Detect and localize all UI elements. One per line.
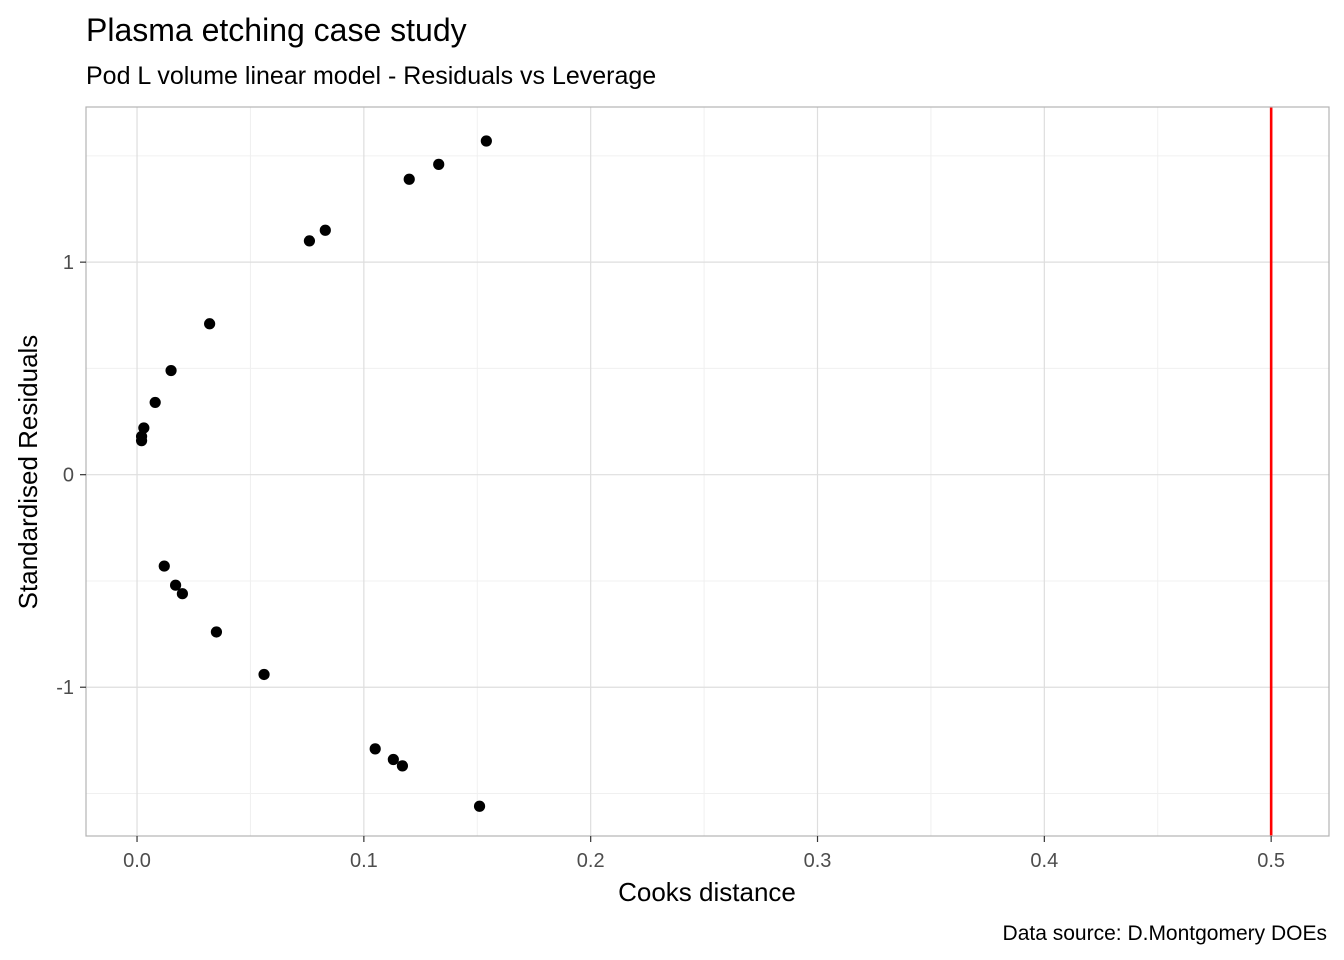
x-tick-label: 0.1 xyxy=(350,850,378,872)
x-tick-label: 0.0 xyxy=(123,850,151,872)
chart-subtitle: Pod L volume linear model - Residuals vs… xyxy=(86,62,656,90)
data-point xyxy=(149,396,161,409)
data-point xyxy=(396,760,409,772)
data-point xyxy=(258,668,270,681)
y-axis-ticks: -1 0 1 xyxy=(56,252,86,699)
y-axis-title: Standardised Residuals xyxy=(13,335,43,610)
data-point xyxy=(387,753,399,766)
data-point xyxy=(433,158,445,170)
data-point xyxy=(204,318,216,330)
minor-gridlines xyxy=(86,107,1329,836)
data-point xyxy=(403,173,415,185)
data-point xyxy=(169,579,182,591)
data-point xyxy=(473,800,486,812)
data-point xyxy=(165,364,177,377)
data-point xyxy=(176,588,189,600)
x-tick-label: 0.3 xyxy=(804,850,832,872)
y-tick-label: -1 xyxy=(56,677,74,699)
chart-caption: Data source: D.Montgomery DOEs xyxy=(1003,922,1327,945)
data-points xyxy=(135,135,492,812)
data-point xyxy=(319,224,331,236)
data-point xyxy=(210,626,223,638)
plot-panel-border xyxy=(85,106,1330,837)
x-axis-ticks: 0.0 0.1 0.2 0.3 0.4 0.5 xyxy=(123,836,1285,872)
x-tick-label: 0.4 xyxy=(1030,850,1058,872)
x-axis-title: Cooks distance xyxy=(618,877,796,907)
data-point xyxy=(480,135,492,147)
x-tick-label: 0.2 xyxy=(577,850,605,872)
y-tick-label: 0 xyxy=(63,465,74,487)
data-point xyxy=(158,560,170,572)
y-tick-label: 1 xyxy=(63,252,74,274)
x-tick-label: 0.5 xyxy=(1257,850,1285,872)
major-gridlines xyxy=(86,107,1329,836)
data-point xyxy=(369,743,381,755)
data-point xyxy=(138,422,150,434)
data-point xyxy=(135,435,148,447)
data-point xyxy=(303,235,316,247)
chart-title: Plasma etching case study xyxy=(86,12,467,48)
